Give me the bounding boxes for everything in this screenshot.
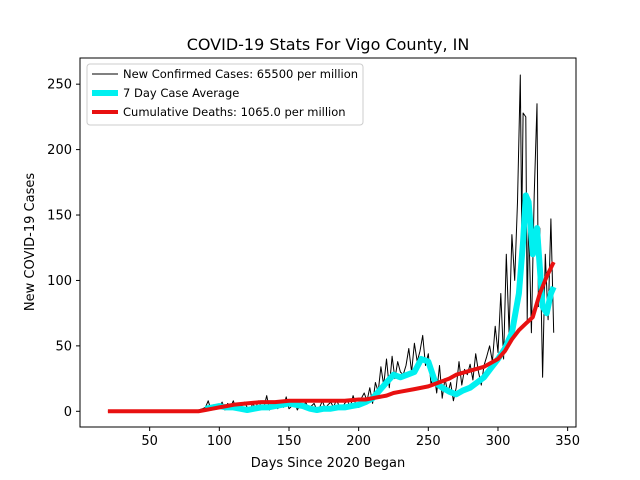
legend-box [86,63,364,126]
x-tick-label: 300 [486,434,511,449]
legend-label-1: 7 Day Case Average [123,86,239,100]
series-line-1 [204,192,557,413]
y-tick-label: 100 [47,274,72,289]
chart-title: COVID-19 Stats For Vigo County, IN [187,35,470,54]
y-tick-label: 50 [55,339,72,354]
legend-label-2: Cumulative Deaths: 1065.0 per million [123,105,346,119]
legend-label-0: New Confirmed Cases: 65500 per million [123,67,358,81]
series-layer [107,74,557,414]
x-tick-label: 150 [277,434,302,449]
y-tick-label: 250 [47,78,72,93]
y-tick-label: 0 [64,405,72,420]
x-tick-label: 50 [141,434,158,449]
series-line-2 [107,261,556,414]
legend: New Confirmed Cases: 65500 per million 7 … [86,63,364,126]
y-axis: 0 50 100 150 200 250 [47,78,80,420]
x-axis-label: Days Since 2020 Began [251,456,406,471]
y-tick-label: 150 [47,209,72,224]
y-tick-label: 200 [47,143,72,158]
x-tick-label: 200 [346,434,371,449]
plot-frame [79,57,577,428]
y-axis-label: New COVID-19 Cases [23,173,38,311]
x-tick-label: 250 [416,434,441,449]
x-tick-label: 100 [207,434,232,449]
x-tick-label: 350 [555,434,580,449]
x-axis: 50 100 150 200 250 300 350 [141,427,580,449]
